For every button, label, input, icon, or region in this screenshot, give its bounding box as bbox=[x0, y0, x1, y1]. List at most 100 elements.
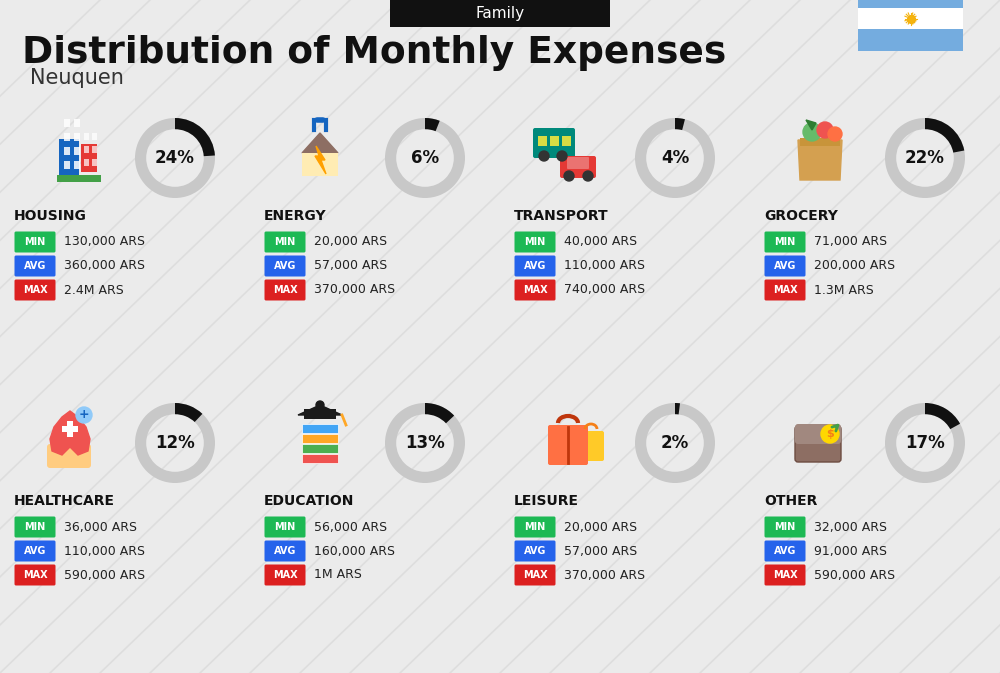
Circle shape bbox=[557, 151, 567, 161]
Wedge shape bbox=[385, 118, 465, 198]
FancyBboxPatch shape bbox=[74, 133, 80, 141]
FancyBboxPatch shape bbox=[514, 516, 556, 538]
Text: 17%: 17% bbox=[905, 434, 945, 452]
FancyBboxPatch shape bbox=[765, 232, 806, 252]
FancyBboxPatch shape bbox=[92, 133, 97, 140]
Text: 370,000 ARS: 370,000 ARS bbox=[314, 283, 395, 297]
FancyBboxPatch shape bbox=[548, 425, 588, 465]
FancyBboxPatch shape bbox=[64, 133, 70, 141]
FancyBboxPatch shape bbox=[550, 136, 559, 146]
Text: 370,000 ARS: 370,000 ARS bbox=[564, 569, 645, 581]
FancyBboxPatch shape bbox=[57, 175, 101, 182]
Text: AVG: AVG bbox=[524, 546, 546, 556]
Circle shape bbox=[539, 151, 549, 161]
Text: AVG: AVG bbox=[274, 261, 296, 271]
FancyBboxPatch shape bbox=[765, 279, 806, 301]
FancyBboxPatch shape bbox=[567, 157, 589, 169]
Text: 24%: 24% bbox=[155, 149, 195, 167]
Text: 4%: 4% bbox=[661, 149, 689, 167]
FancyBboxPatch shape bbox=[92, 159, 97, 166]
Text: 56,000 ARS: 56,000 ARS bbox=[314, 520, 387, 534]
FancyBboxPatch shape bbox=[302, 424, 338, 433]
Text: 740,000 ARS: 740,000 ARS bbox=[564, 283, 645, 297]
Text: MIN: MIN bbox=[24, 522, 46, 532]
FancyBboxPatch shape bbox=[514, 540, 556, 561]
FancyBboxPatch shape bbox=[84, 159, 89, 166]
Text: MIN: MIN bbox=[524, 522, 546, 532]
Circle shape bbox=[583, 171, 593, 181]
FancyBboxPatch shape bbox=[538, 136, 547, 146]
Text: 6%: 6% bbox=[411, 149, 439, 167]
Text: MAX: MAX bbox=[23, 570, 47, 580]
FancyBboxPatch shape bbox=[514, 232, 556, 252]
Polygon shape bbox=[798, 140, 842, 180]
Text: AVG: AVG bbox=[524, 261, 546, 271]
Text: 22%: 22% bbox=[905, 149, 945, 167]
FancyBboxPatch shape bbox=[264, 232, 306, 252]
FancyBboxPatch shape bbox=[47, 444, 91, 468]
Text: AVG: AVG bbox=[774, 546, 796, 556]
FancyBboxPatch shape bbox=[264, 256, 306, 277]
Text: EDUCATION: EDUCATION bbox=[264, 494, 354, 508]
Text: Family: Family bbox=[475, 6, 525, 21]
FancyBboxPatch shape bbox=[14, 256, 56, 277]
FancyBboxPatch shape bbox=[765, 540, 806, 561]
Circle shape bbox=[316, 401, 324, 409]
FancyBboxPatch shape bbox=[302, 153, 338, 176]
FancyBboxPatch shape bbox=[800, 138, 840, 146]
Wedge shape bbox=[135, 403, 215, 483]
Text: 2.4M ARS: 2.4M ARS bbox=[64, 283, 124, 297]
FancyBboxPatch shape bbox=[84, 145, 89, 153]
FancyBboxPatch shape bbox=[64, 147, 70, 155]
Wedge shape bbox=[925, 403, 960, 429]
FancyBboxPatch shape bbox=[264, 565, 306, 586]
Text: 91,000 ARS: 91,000 ARS bbox=[814, 544, 887, 557]
Text: MIN: MIN bbox=[524, 237, 546, 247]
FancyBboxPatch shape bbox=[14, 232, 56, 252]
FancyBboxPatch shape bbox=[795, 426, 841, 462]
FancyBboxPatch shape bbox=[92, 145, 97, 153]
Text: 200,000 ARS: 200,000 ARS bbox=[814, 260, 895, 273]
FancyBboxPatch shape bbox=[302, 444, 338, 453]
Text: HOUSING: HOUSING bbox=[14, 209, 87, 223]
Wedge shape bbox=[885, 403, 965, 483]
Text: MAX: MAX bbox=[773, 570, 797, 580]
Text: 110,000 ARS: 110,000 ARS bbox=[564, 260, 645, 273]
Text: 13%: 13% bbox=[405, 434, 445, 452]
Text: 110,000 ARS: 110,000 ARS bbox=[64, 544, 145, 557]
Text: MIN: MIN bbox=[24, 237, 46, 247]
FancyBboxPatch shape bbox=[390, 0, 610, 27]
Text: 590,000 ARS: 590,000 ARS bbox=[814, 569, 895, 581]
FancyBboxPatch shape bbox=[560, 156, 596, 178]
Polygon shape bbox=[302, 133, 338, 153]
Text: MAX: MAX bbox=[523, 570, 547, 580]
FancyBboxPatch shape bbox=[514, 256, 556, 277]
FancyBboxPatch shape bbox=[858, 7, 963, 30]
FancyBboxPatch shape bbox=[304, 409, 336, 419]
Text: MIN: MIN bbox=[274, 522, 296, 532]
FancyBboxPatch shape bbox=[64, 119, 70, 127]
Text: 12%: 12% bbox=[155, 434, 195, 452]
Circle shape bbox=[828, 127, 842, 141]
Text: 160,000 ARS: 160,000 ARS bbox=[314, 544, 395, 557]
Polygon shape bbox=[315, 146, 326, 174]
FancyBboxPatch shape bbox=[533, 128, 575, 158]
FancyBboxPatch shape bbox=[302, 454, 338, 463]
FancyBboxPatch shape bbox=[765, 565, 806, 586]
Text: 20,000 ARS: 20,000 ARS bbox=[564, 520, 637, 534]
Text: AVG: AVG bbox=[24, 261, 46, 271]
FancyBboxPatch shape bbox=[62, 426, 78, 432]
Text: TRANSPORT: TRANSPORT bbox=[514, 209, 609, 223]
Text: 32,000 ARS: 32,000 ARS bbox=[814, 520, 887, 534]
FancyBboxPatch shape bbox=[858, 0, 963, 7]
Text: 20,000 ARS: 20,000 ARS bbox=[314, 236, 387, 248]
Wedge shape bbox=[135, 118, 215, 198]
Text: MIN: MIN bbox=[274, 237, 296, 247]
FancyBboxPatch shape bbox=[14, 516, 56, 538]
Text: LEISURE: LEISURE bbox=[514, 494, 579, 508]
Wedge shape bbox=[175, 118, 215, 156]
Circle shape bbox=[803, 123, 821, 141]
FancyBboxPatch shape bbox=[74, 147, 80, 155]
FancyBboxPatch shape bbox=[14, 565, 56, 586]
Circle shape bbox=[564, 171, 574, 181]
